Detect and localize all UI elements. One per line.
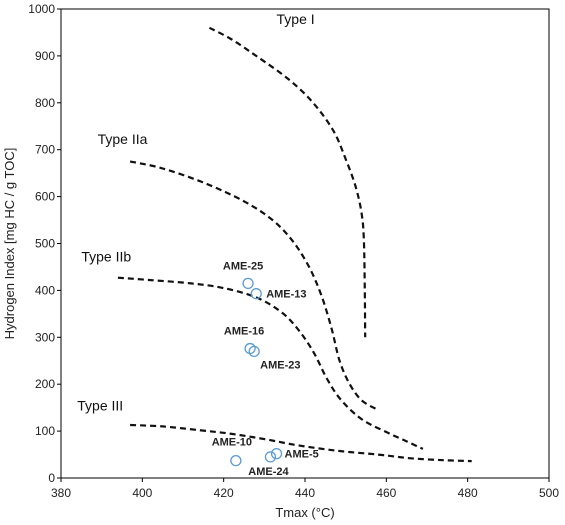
kerogen-type-curves: Type I Type IIa Type IIb Type III bbox=[77, 11, 472, 463]
curve-type-iib bbox=[117, 276, 424, 450]
x-tick-label: 380 bbox=[51, 486, 71, 500]
x-tick-label: 400 bbox=[132, 486, 152, 500]
sample-label: AME-16 bbox=[224, 326, 264, 338]
y-tick-label: 500 bbox=[35, 237, 55, 251]
y-tick-label: 100 bbox=[35, 424, 55, 438]
x-tick-label: 460 bbox=[376, 486, 396, 500]
sample-label: AME-10 bbox=[212, 437, 252, 449]
y-axis-title: Hydrogen Index [mg HC / g TOC] bbox=[2, 148, 17, 340]
sample-label: AME-5 bbox=[285, 449, 319, 461]
sample-point bbox=[248, 345, 260, 358]
x-tick-label: 480 bbox=[458, 486, 478, 500]
sample-label: AME-23 bbox=[260, 359, 300, 371]
sample-point bbox=[264, 451, 277, 463]
y-tick-label: 700 bbox=[35, 143, 55, 157]
curve-type-iia bbox=[129, 160, 379, 411]
y-tick-label: 0 bbox=[48, 471, 55, 485]
sample-label: AME-25 bbox=[223, 260, 263, 272]
sample-label: AME-24 bbox=[248, 466, 289, 478]
curve-label: Type III bbox=[77, 397, 123, 413]
y-tick-label: 1000 bbox=[28, 2, 55, 16]
x-axis-title: Tmax (°C) bbox=[275, 505, 334, 520]
y-tick-label: 900 bbox=[35, 49, 55, 63]
axes: 380 400 420 440 460 480 500 0 100 200 300 400 500 600… bbox=[28, 2, 559, 500]
curve-type-i bbox=[208, 26, 367, 338]
curve-type-iii bbox=[130, 423, 472, 463]
curve-label: Type IIa bbox=[98, 131, 148, 147]
curve-label: Type I bbox=[277, 11, 315, 27]
sample-point bbox=[270, 447, 283, 460]
x-tick-label: 500 bbox=[539, 486, 559, 500]
plot-frame bbox=[60, 8, 550, 479]
sample-points: AME-25 AME-13 AME-16 AME-23 AME-10 AME-5 AME-2… bbox=[212, 260, 319, 478]
x-tick-label: 440 bbox=[295, 486, 315, 500]
sample-point bbox=[250, 288, 262, 300]
sample-point bbox=[230, 454, 242, 467]
curve-label: Type IIb bbox=[81, 248, 131, 264]
sample-label: AME-13 bbox=[266, 289, 306, 301]
y-tick-label: 400 bbox=[35, 283, 55, 297]
x-tick-label: 420 bbox=[214, 486, 234, 500]
sample-point bbox=[242, 277, 254, 290]
y-tick-label: 600 bbox=[35, 190, 55, 204]
y-tick-label: 300 bbox=[35, 330, 55, 344]
y-tick-label: 200 bbox=[35, 377, 55, 391]
y-tick-label: 800 bbox=[35, 96, 55, 110]
